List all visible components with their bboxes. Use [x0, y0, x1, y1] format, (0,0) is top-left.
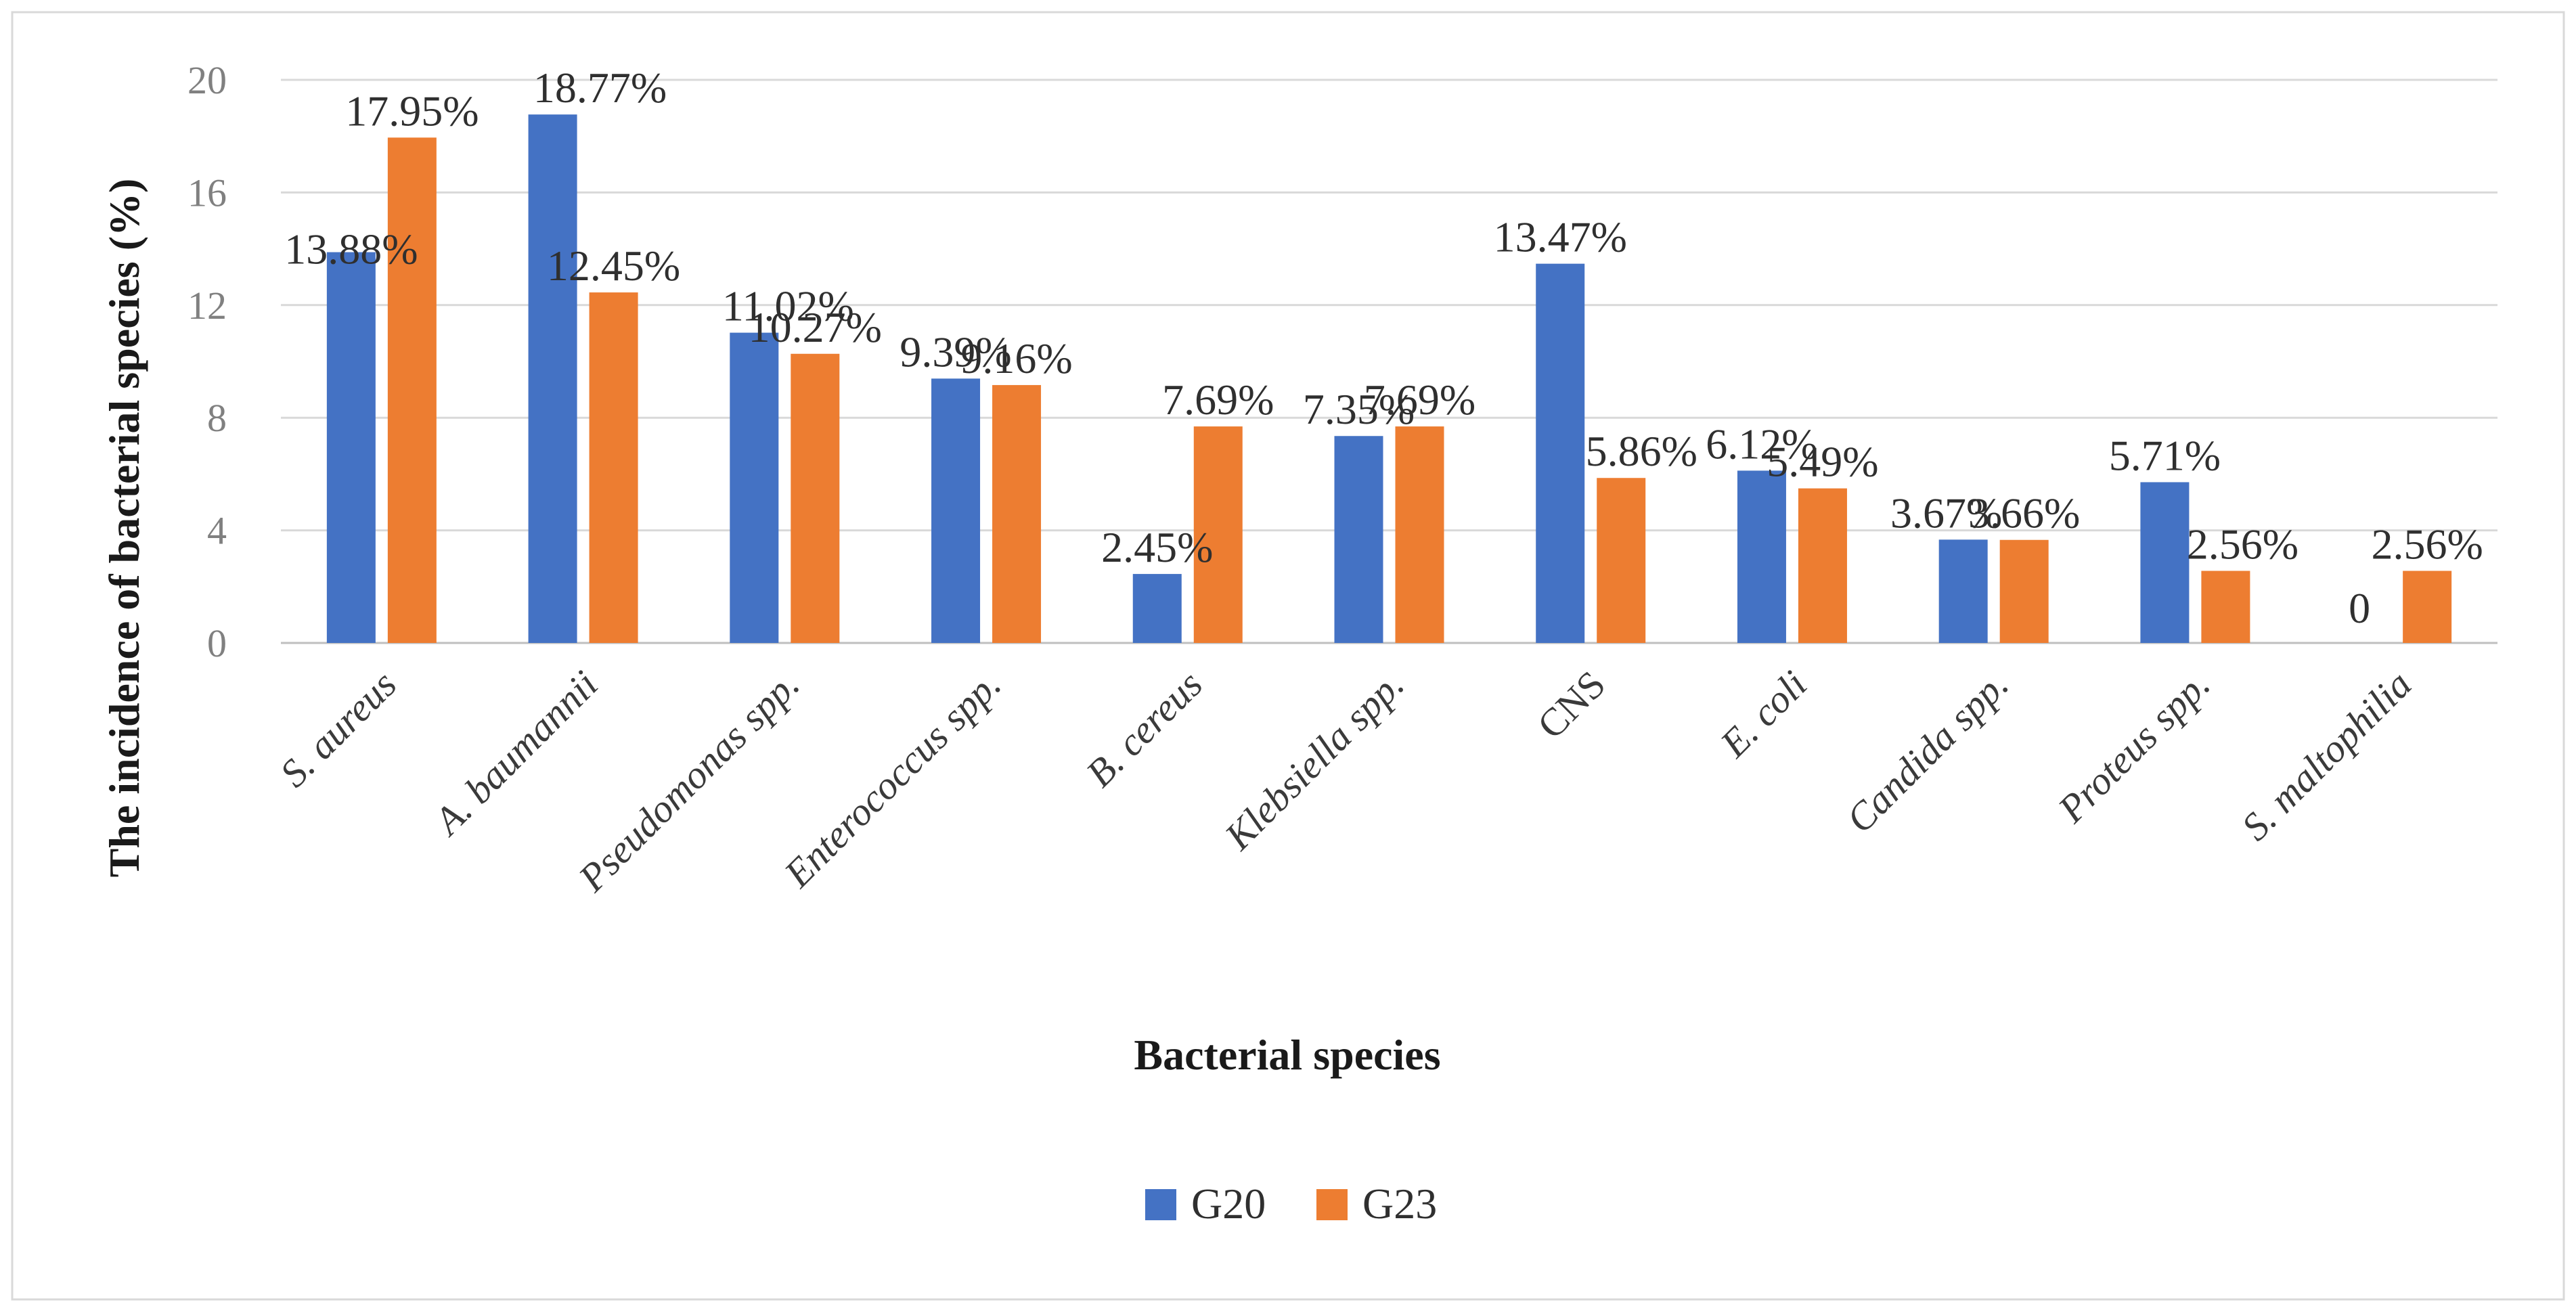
data-label-g23-b-cereus: 7.69%	[1162, 376, 1274, 424]
bar-g23-klebsiella-spp	[1395, 426, 1444, 643]
legend: G20 G23	[1145, 1180, 1437, 1228]
data-label-g20-b-cereus: 2.45%	[1101, 523, 1213, 571]
bar-g23-candida-spp	[1999, 539, 2049, 643]
bar-g20-a-baumannii	[528, 114, 577, 644]
bar-g23-s-aureus	[387, 137, 437, 643]
bar-g23-e-coli	[1798, 488, 1847, 643]
data-label-g23-e-coli: 5.49%	[1767, 438, 1878, 486]
data-label-g20-candida-spp: 3.67%	[1890, 489, 2002, 537]
bars	[326, 114, 2452, 644]
data-label-g20-klebsiella-spp: 7.35%	[1303, 385, 1415, 433]
legend-label-g20: G20	[1191, 1180, 1266, 1228]
data-label-g23-klebsiella-spp: 7.69%	[1364, 376, 1475, 424]
data-label-g20-e-coli: 6.12%	[1706, 420, 1817, 468]
bar-g20-pseudomonas-spp	[730, 332, 779, 643]
bar-g20-e-coli	[1737, 470, 1786, 643]
bar-g20-s-aureus	[326, 252, 376, 643]
data-label-g20-s-maltophilia: 0	[2349, 584, 2370, 632]
bar-g20-cns	[1536, 263, 1585, 643]
x-axis-title: Bacterial species	[1134, 1031, 1440, 1079]
data-label-g23-a-baumannii: 12.45%	[547, 242, 680, 290]
data-label-g20-proteus-spp: 5.71%	[2109, 431, 2221, 479]
bar-g23-enterococcus-spp	[992, 384, 1042, 643]
bar-g20-enterococcus-spp	[931, 378, 981, 643]
data-labels: 13.88% 17.95% 18.77% 12.45% 11.02%10.27% 9.39…	[284, 64, 2483, 632]
legend-label-g23: G23	[1362, 1180, 1437, 1228]
data-label-g20-s-aureus: 13.88%	[284, 225, 418, 273]
data-label-g20-enterococcus-spp: 9.39%	[900, 328, 1011, 376]
data-label-g20-pseudomonas-spp: 11.02%	[722, 282, 854, 330]
y-tick-label-8: 8	[207, 396, 227, 440]
y-tick-label-16: 16	[187, 171, 227, 215]
bar-g20-proteus-spp	[2140, 482, 2190, 643]
data-label-g23-cns: 5.86%	[1586, 427, 1697, 475]
data-label-g20-a-baumannii: 18.77%	[533, 64, 667, 112]
y-tick-label-0: 0	[207, 621, 227, 665]
bar-g20-b-cereus	[1132, 574, 1182, 643]
data-label-g23-proteus-spp: 2.56%	[2187, 520, 2299, 569]
legend-swatch-g20	[1145, 1189, 1176, 1220]
bar-g23-proteus-spp	[2201, 571, 2250, 643]
data-label-g20-cns: 13.47%	[1494, 213, 1627, 261]
bar-g23-cns	[1597, 478, 1646, 643]
y-axis-title: The incidence of bacterial species (%)	[100, 179, 148, 878]
data-label-g23-s-aureus: 17.95%	[345, 87, 479, 135]
bar-g23-pseudomonas-spp	[791, 353, 840, 643]
bar-g23-b-cereus	[1193, 426, 1243, 643]
bar-g20-candida-spp	[1938, 539, 1988, 643]
chart-frame	[11, 11, 2565, 1301]
y-tick-label-20: 20	[187, 58, 227, 102]
bar-g23-a-baumannii	[589, 292, 638, 644]
data-label-g23-candida-spp: 3.66%	[1968, 489, 2080, 537]
bar-g20-klebsiella-spp	[1334, 436, 1383, 643]
y-tick-label-4: 4	[207, 509, 227, 553]
data-label-g23-s-maltophilia: 2.56%	[2371, 520, 2483, 569]
gridlines	[281, 79, 2497, 644]
data-label-g23-enterococcus-spp: 9.16%	[960, 334, 1072, 382]
data-label-g23-pseudomonas-spp: 10.27%	[749, 303, 882, 351]
y-tick-label-12: 12	[187, 284, 227, 328]
y-tick-labels: 0 4 8 12 16 20	[187, 58, 227, 665]
bar-g23-s-maltophilia	[2403, 571, 2452, 643]
legend-swatch-g23	[1316, 1189, 1348, 1220]
